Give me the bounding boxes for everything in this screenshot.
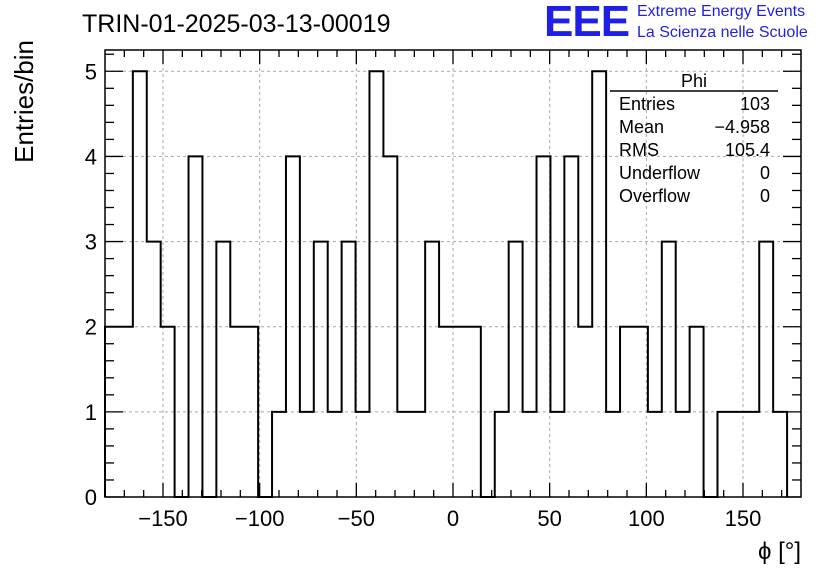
y-tick-label: 5 — [85, 59, 97, 84]
y-tick-label: 1 — [85, 400, 97, 425]
histogram-bin — [300, 412, 314, 497]
histogram-bin — [564, 156, 578, 497]
x-tick-label: −50 — [338, 506, 375, 531]
stats-row-label: Underflow — [619, 163, 701, 183]
stats-row-value: 105.4 — [725, 140, 770, 160]
x-tick-label: 50 — [537, 506, 561, 531]
histogram-series — [104, 70, 789, 498]
stats-row-label: RMS — [619, 140, 659, 160]
x-tick-label: 150 — [725, 506, 762, 531]
y-axis-label: Entries/bin — [9, 40, 39, 163]
stats-row-label: Entries — [619, 94, 675, 114]
eee-logo-line1: Extreme Energy Events — [637, 3, 806, 20]
histogram-bin — [717, 412, 731, 497]
x-axis-label: ϕ [°] — [758, 538, 801, 565]
x-tick-label: 100 — [628, 506, 665, 531]
histogram-bin — [397, 412, 411, 497]
stats-rows: Entries 103 Mean −4.958 RMS 105.4 Underflow 0 Ov… — [619, 94, 770, 206]
histogram-bin — [648, 412, 662, 497]
stats-name: Phi — [681, 71, 707, 91]
x-tick-label: −100 — [235, 506, 285, 531]
histogram-bin — [342, 242, 356, 497]
histogram-bin — [356, 412, 370, 497]
histogram-bin — [147, 242, 161, 497]
histogram-bin — [523, 412, 537, 497]
y-tick-label: 0 — [85, 485, 97, 510]
stats-row-value: 0 — [760, 163, 770, 183]
histogram-bin — [425, 242, 439, 497]
eee-logo-line2: La Scienza nelle Scuole — [637, 24, 808, 41]
histogram-outline — [104, 70, 789, 498]
histogram-bin — [662, 242, 676, 497]
histogram-bin — [314, 242, 328, 497]
axis-ticks — [105, 50, 801, 498]
x-tick-label: 0 — [447, 506, 459, 531]
chart-title: TRIN-01-2025-03-13-00019 — [82, 10, 391, 38]
stats-row-label: Overflow — [619, 186, 691, 206]
histogram-bin — [509, 242, 523, 497]
histogram-bin — [328, 412, 342, 497]
histogram-bin — [369, 71, 383, 497]
histogram-bin — [592, 71, 606, 497]
histogram-bin — [759, 242, 773, 497]
y-tick-label: 3 — [85, 230, 97, 255]
x-tick-label: −150 — [138, 506, 188, 531]
plot-frame — [104, 49, 802, 498]
stats-box: Phi Entries 103 Mean −4.958 RMS 105.4 Underflo… — [610, 71, 778, 206]
histogram-bin — [216, 242, 230, 497]
stats-row-label: Mean — [619, 117, 664, 137]
histogram-bin — [745, 412, 759, 497]
histogram-bin — [411, 412, 425, 497]
histogram-bin — [773, 412, 787, 497]
histogram-bin — [676, 412, 690, 497]
histogram-bin — [550, 412, 564, 497]
y-tick-label: 2 — [85, 315, 97, 340]
y-tick-label: 4 — [85, 144, 97, 169]
histogram-bin — [606, 412, 620, 497]
eee-logo: EEE — [544, 0, 630, 46]
histogram-bin — [133, 71, 147, 497]
stats-row-value: 103 — [740, 94, 770, 114]
grid-lines — [105, 50, 801, 498]
stats-row-value: −4.958 — [714, 117, 770, 137]
histogram-bin — [495, 412, 509, 497]
histogram-bin — [272, 412, 286, 497]
tick-labels: −150 −100 −50 0 50 100 150 0 1 2 3 4 5 — [85, 59, 762, 531]
stats-row-value: 0 — [760, 186, 770, 206]
